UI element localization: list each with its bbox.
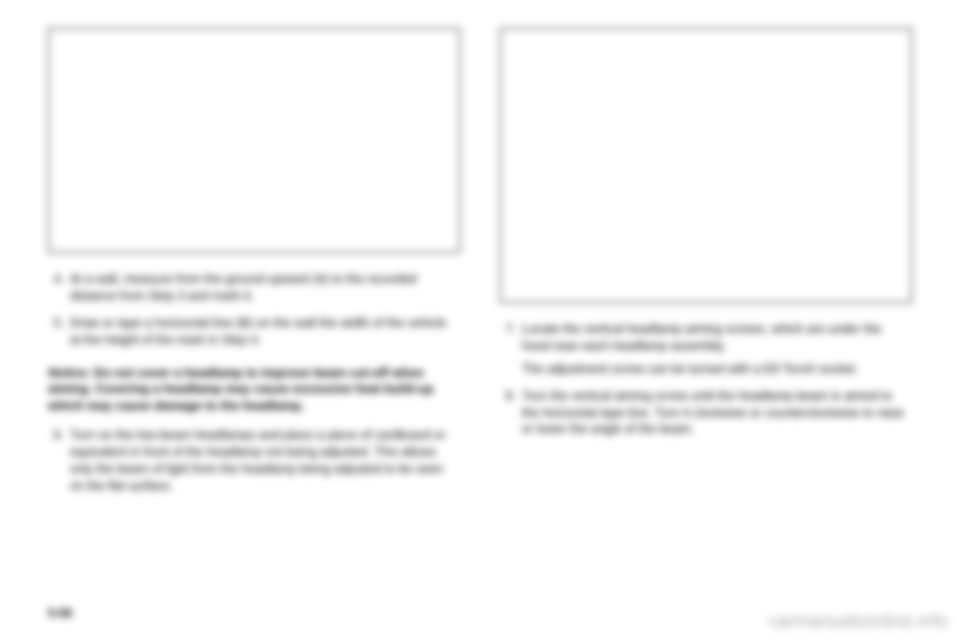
right-column: 7. Locate the vertical headlamp aiming s… [500,28,912,620]
notice-paragraph: Notice: Do not cover a headlamp to impro… [48,365,460,416]
watermark-text: carmanualsonline.info [769,611,948,632]
step-number: 8. [500,388,522,439]
step-text: Draw or tape a horizontal line (B) on th… [70,315,460,349]
step-text: Turn the vertical aiming screw until the… [522,388,912,439]
two-column-layout: 4. At a wall, measure from the ground up… [48,28,912,620]
step-main: Locate the vertical headlamp aiming scre… [522,322,881,353]
step-number: 4. [48,271,70,305]
step-item: 4. At a wall, measure from the ground up… [48,271,460,305]
step-number: 5. [48,315,70,349]
step-item: 7. Locate the vertical headlamp aiming s… [500,321,912,378]
step-list-left-b: 6. Turn on the low-beam headlamps and pl… [48,427,460,505]
manual-page: 4. At a wall, measure from the ground up… [0,0,960,640]
figure-placeholder-left [48,28,460,253]
step-sub: The adjustment screw can be turned with … [522,361,912,378]
step-item: 6. Turn on the low-beam headlamps and pl… [48,427,460,495]
notice-label: Notice: [48,366,90,380]
figure-placeholder-right [500,28,912,303]
step-number: 7. [500,321,522,378]
step-text: Turn on the low-beam headlamps and place… [70,427,460,495]
step-text: Locate the vertical headlamp aiming scre… [522,321,912,378]
step-list-right: 7. Locate the vertical headlamp aiming s… [500,321,912,448]
step-item: 5. Draw or tape a horizontal line (B) on… [48,315,460,349]
step-text: At a wall, measure from the ground upwar… [70,271,460,305]
notice-text: Do not cover a headlamp to improve beam … [48,366,434,414]
step-number: 6. [48,427,70,495]
page-number: 5-58 [48,606,460,620]
step-list-left-a: 4. At a wall, measure from the ground up… [48,271,460,359]
left-column: 4. At a wall, measure from the ground up… [48,28,460,620]
step-item: 8. Turn the vertical aiming screw until … [500,388,912,439]
